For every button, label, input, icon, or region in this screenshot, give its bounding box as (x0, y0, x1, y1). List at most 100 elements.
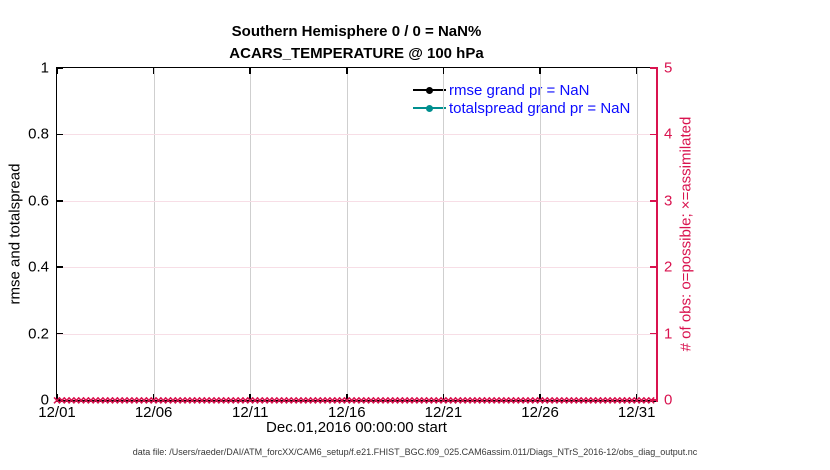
obs-assimilated-marker: × (415, 392, 424, 408)
obs-assimilated-marker: × (178, 392, 187, 408)
x-tick (249, 394, 251, 400)
obs-assimilated-marker: × (183, 392, 192, 408)
obs-assimilated-marker: × (72, 392, 81, 408)
obs-assimilated-marker: × (502, 392, 511, 408)
obs-assimilated-marker: × (241, 392, 250, 408)
gridline-horizontal (57, 267, 656, 269)
x-axis-label: Dec.01,2016 00:00:00 start (266, 419, 447, 436)
obs-assimilated-marker: × (632, 392, 641, 408)
obs-assimilated-marker: × (453, 392, 463, 408)
y-tick-left (57, 399, 63, 401)
obs-assimilated-marker: × (308, 392, 318, 408)
obs-assimilated-marker: × (96, 392, 105, 408)
obs-assimilated-marker: × (478, 392, 487, 408)
obs-assimilated-marker: × (164, 392, 173, 408)
x-tick (635, 394, 638, 400)
obs-assimilated-marker: × (622, 392, 632, 408)
obs-assimilated-marker: × (463, 392, 472, 408)
y-tick-label-right: 2 (664, 258, 673, 276)
obs-assimilated-marker: × (217, 392, 226, 408)
obs-assimilated-marker: × (492, 392, 501, 408)
obs-assimilated-marker: × (439, 392, 448, 408)
y-tick-label-right: 5 (664, 59, 673, 77)
obs-assimilated-marker: × (231, 392, 240, 408)
obs-assimilated-marker: × (564, 392, 574, 408)
obs-assimilated-marker: × (337, 392, 347, 408)
obs-assimilated-marker: × (535, 392, 545, 408)
obs-assimilated-marker: × (540, 392, 549, 408)
legend-label-rmse: rmse grand pr = NaN (449, 81, 590, 99)
y-tick-right (650, 200, 656, 202)
y-tick-right (650, 266, 656, 268)
y-tick-label-left: 0.8 (28, 125, 49, 143)
obs-assimilated-marker: × (159, 392, 168, 408)
gridline-vertical (153, 68, 155, 400)
obs-assimilated-marker: × (221, 392, 231, 408)
y-tick-label-left: 0.2 (28, 325, 49, 343)
obs-assimilated-marker: × (52, 392, 62, 408)
data-file-caption: data file: /Users/raeder/DAI/ATM_forcXX/… (132, 447, 698, 457)
gridline-vertical (636, 68, 638, 400)
obs-assimilated-marker: × (511, 392, 520, 408)
obs-assimilated-marker: × (57, 392, 66, 408)
obs-assimilated-marker: × (381, 392, 390, 408)
obs-assimilated-marker: × (593, 392, 603, 408)
y-tick-left (57, 200, 63, 202)
x-tick-top (442, 68, 445, 74)
gridline-horizontal (57, 333, 656, 335)
obs-assimilated-marker: × (62, 392, 71, 408)
obs-assimilated-marker: × (637, 392, 646, 408)
obs-assimilated-marker: × (226, 392, 235, 408)
obs-assimilated-marker: × (555, 392, 564, 408)
obs-assimilated-marker: × (618, 392, 627, 408)
y-tick-left (57, 67, 63, 69)
obs-assimilated-marker: × (188, 392, 197, 408)
obs-assimilated-marker: × (110, 392, 120, 408)
obs-assimilated-marker: × (101, 392, 110, 408)
obs-assimilated-marker: × (647, 392, 656, 408)
obs-assimilated-marker: × (357, 392, 366, 408)
obs-assimilated-marker: × (149, 392, 158, 408)
obs-assimilated-marker: × (410, 392, 419, 408)
chart-title-line1: Southern Hemisphere 0 / 0 = NaN% (231, 23, 482, 40)
obs-assimilated-marker: × (125, 392, 134, 408)
obs-assimilated-marker: × (468, 392, 477, 408)
x-tick-label: 12/26 (521, 404, 559, 421)
obs-assimilated-marker: × (202, 392, 211, 408)
x-tick-top (152, 68, 155, 74)
obs-assimilated-marker: × (589, 392, 598, 408)
obs-assimilated-marker: × (139, 392, 149, 408)
y-tick-label-right: 0 (664, 391, 673, 409)
obs-assimilated-marker: × (289, 392, 298, 408)
obs-assimilated-marker: × (173, 392, 182, 408)
gridline-vertical (250, 68, 252, 400)
obs-assimilated-marker: × (212, 392, 221, 408)
axis-spine-top (55, 66, 658, 68)
obs-assimilated-marker: × (168, 392, 178, 408)
x-tick-label: 12/06 (134, 404, 173, 421)
obs-assimilated-marker: × (526, 392, 535, 408)
obs-assimilated-marker: × (352, 392, 361, 408)
obs-assimilated-marker: × (120, 392, 129, 408)
totalspread-marker-dot-icon (426, 104, 433, 112)
y-tick-label-left: 0.6 (28, 192, 49, 210)
obs-assimilated-marker: × (197, 392, 206, 408)
obs-assimilated-marker: × (67, 392, 76, 408)
obs-assimilated-marker: × (608, 392, 617, 408)
y-tick-left (57, 332, 63, 335)
obs-assimilated-marker: × (497, 392, 506, 408)
obs-assimilated-marker: × (130, 392, 139, 408)
obs-assimilated-marker: × (560, 392, 569, 408)
obs-assimilated-marker: × (255, 392, 264, 408)
obs-assimilated-marker: × (236, 392, 245, 408)
obs-assimilated-marker: × (154, 392, 163, 408)
obs-assimilated-marker: × (473, 392, 482, 408)
obs-assimilated-marker: × (569, 392, 578, 408)
obs-assimilated-marker: × (207, 392, 216, 408)
obs-assimilated-marker: × (613, 392, 622, 408)
obs-assimilated-marker: × (531, 392, 540, 408)
x-tick-top (346, 68, 348, 74)
y-tick-label-left: 0 (40, 391, 49, 409)
x-tick (442, 394, 445, 400)
